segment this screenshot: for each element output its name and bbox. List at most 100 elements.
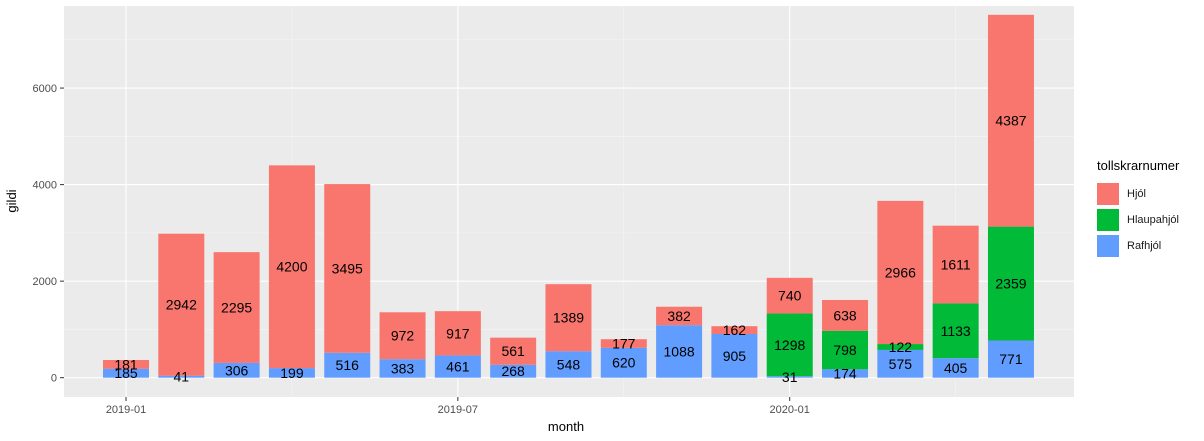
data-label: 1389 (553, 310, 584, 326)
bar-segment-hjól (545, 284, 592, 352)
data-label: 185 (114, 365, 138, 381)
data-label: 905 (723, 348, 747, 364)
bar-segment-rafhjól (379, 359, 426, 378)
data-label: 740 (778, 288, 802, 304)
data-label: 4387 (995, 113, 1026, 129)
data-label: 638 (833, 307, 857, 323)
data-label: 461 (446, 359, 470, 375)
data-label: 31 (782, 369, 798, 385)
bars (103, 14, 1034, 378)
data-label: 972 (391, 328, 415, 344)
data-label: 1298 (774, 337, 805, 353)
y-axis-title: gildi (4, 189, 19, 212)
y-tick-label: 2000 (33, 276, 57, 288)
data-label: 382 (667, 308, 691, 324)
data-label: 199 (280, 365, 304, 381)
bar-segment-rafhjól (545, 351, 592, 378)
data-label: 41 (174, 369, 190, 385)
bar-segment-hjól (379, 312, 426, 360)
bar-segment-hjól (656, 306, 703, 326)
bar-segment-hjól (158, 233, 205, 376)
legend-item-hlaupahjol: Hlaupahjól (1097, 207, 1202, 232)
bar-segment-rafhjól (268, 368, 315, 378)
data-label: 1611 (941, 257, 971, 273)
y-tick-label: 6000 (33, 83, 57, 95)
data-label: 3495 (332, 260, 363, 276)
bar-segment-rafhjól (324, 352, 371, 378)
data-label: 181 (114, 356, 138, 372)
data-label: 2942 (166, 297, 197, 313)
data-label: 2359 (995, 276, 1026, 292)
y-axis: 0 2000 4000 6000 (33, 83, 64, 385)
data-label: 306 (225, 362, 249, 378)
bar-segment-rafhjól (158, 375, 205, 378)
legend-label-hlaupahjol: Hlaupahjól (1127, 213, 1179, 226)
legend-key-hjol (1097, 182, 1119, 205)
legend-item-hjol: Hjól (1097, 181, 1202, 206)
data-label: 162 (723, 322, 747, 338)
bar-segment-hjól (932, 225, 979, 304)
data-label: 2966 (885, 264, 916, 280)
bar-segment-rafhjól (434, 355, 481, 378)
bar-segment-rafhjól (490, 364, 537, 378)
bar-segment-rafhjól (822, 369, 869, 378)
data-label: 383 (391, 360, 415, 376)
data-label: 1133 (941, 323, 971, 339)
bar-segment-hjól (213, 252, 260, 363)
data-label: 917 (446, 325, 470, 341)
bar-segment-hjól (766, 277, 813, 314)
bar-segment-hjól (268, 165, 315, 369)
bar-segment-hjól (987, 14, 1034, 227)
data-label: 122 (889, 339, 913, 355)
bar-segment-rafhjól (766, 376, 813, 378)
data-label: 771 (999, 351, 1023, 367)
bar-segment-rafhjól (932, 358, 979, 378)
bar-segment-hjól (324, 184, 371, 353)
bar-segment-rafhjól (877, 349, 924, 378)
bar-segment-hlaupahjól (766, 313, 813, 377)
data-label: 548 (557, 356, 581, 372)
bar-segment-hjól (490, 337, 537, 365)
bar-segment-rafhjól (600, 347, 647, 378)
data-label: 516 (336, 357, 360, 373)
data-label: 405 (944, 360, 968, 376)
data-label: 561 (501, 343, 525, 359)
x-tick-label: 2019-07 (438, 404, 478, 416)
x-tick-label: 2020-01 (770, 404, 810, 416)
data-label: 798 (833, 342, 857, 358)
x-tick-label: 2019-01 (106, 404, 146, 416)
legend-title: tollskrarnumer (1097, 158, 1180, 173)
bar-segment-hjól (711, 326, 758, 335)
bar-segment-rafhjól (103, 368, 149, 378)
legend: tollskrarnumer Hjól Hlaupahjól Rafhjól (1097, 158, 1202, 259)
bar-segment-hlaupahjól (987, 226, 1034, 341)
data-label: 174 (833, 365, 857, 381)
x-axis: 2019-01 2019-07 2020-01 (106, 397, 810, 416)
data-label: 575 (889, 356, 913, 372)
data-label: 4200 (276, 259, 307, 275)
legend-label-rafhjol: Rafhjól (1127, 239, 1162, 252)
bar-segment-rafhjól (711, 334, 758, 378)
bar-segment-hjól (600, 339, 647, 348)
bar-segment-hjól (877, 200, 924, 345)
data-label: 2295 (221, 300, 252, 316)
bar-segment-rafhjól (656, 325, 703, 378)
x-axis-title: month (548, 419, 584, 434)
legend-key-hlaupahjol (1097, 208, 1119, 231)
bar-segment-hlaupahjól (877, 344, 924, 350)
bar-segment-rafhjól (987, 340, 1034, 378)
bar-segment-hjól (103, 360, 149, 369)
bar-segment-hlaupahjól (932, 303, 979, 359)
legend-label-hjol: Hjól (1127, 187, 1146, 200)
bar-segment-hjól (434, 311, 481, 356)
data-label: 620 (612, 355, 636, 371)
bar-segment-hlaupahjól (822, 330, 869, 370)
data-label: 177 (612, 335, 636, 351)
data-label: 268 (501, 363, 525, 379)
legend-item-rafhjol: Rafhjól (1097, 233, 1202, 258)
y-tick-label: 4000 (33, 180, 57, 192)
y-tick-label: 0 (51, 373, 57, 385)
data-label: 1088 (664, 343, 695, 359)
